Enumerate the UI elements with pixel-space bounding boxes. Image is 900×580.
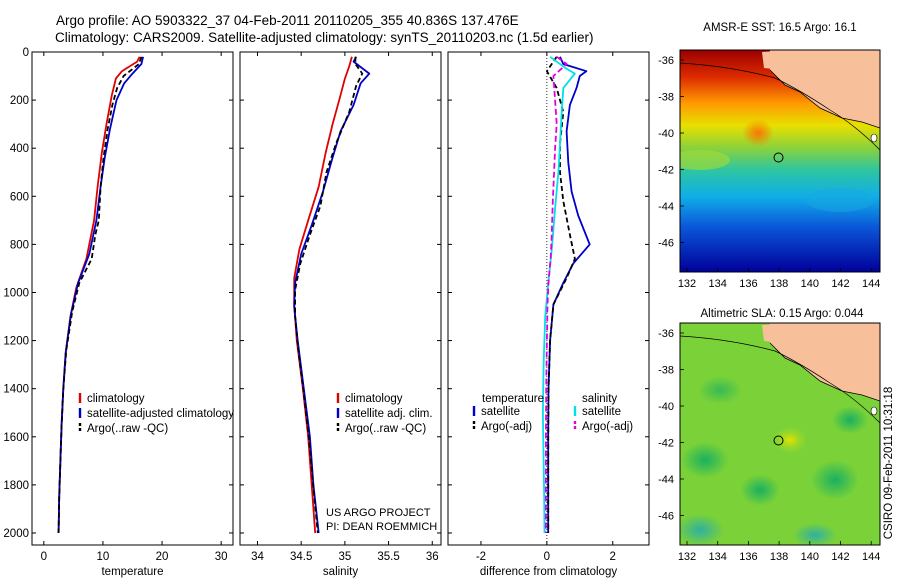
sst-lon-label: 138 bbox=[770, 278, 788, 290]
sst-lat-label: -40 bbox=[658, 128, 674, 140]
salinity-series-argo-raw-qc- bbox=[294, 56, 364, 534]
salinity-xtick-label: 36 bbox=[426, 551, 439, 563]
figure-title-line-2: Climatology: CARS2009. Satellite-adjuste… bbox=[55, 30, 594, 45]
sla-lon-label: 144 bbox=[862, 551, 880, 563]
sla-gulf-land bbox=[762, 323, 792, 343]
difference-legend-label: Argo(-adj) bbox=[481, 421, 532, 433]
sla-lon-label: 142 bbox=[831, 551, 849, 563]
difference-xtick-label: 2 bbox=[610, 551, 616, 563]
sst-lon-label: 142 bbox=[831, 278, 849, 290]
sla-land-mask bbox=[770, 323, 880, 401]
temperature-legend-label: Argo(..raw -QC) bbox=[87, 423, 168, 435]
depth-tick-label: 600 bbox=[10, 191, 29, 203]
salinity-chart: 34 34.5 35 35.5 36 salinity climatology satelli… bbox=[239, 51, 442, 578]
temperature-xlabel: temperature bbox=[101, 566, 163, 578]
sst-lon-label: 136 bbox=[739, 278, 757, 290]
sla-lat-label: -44 bbox=[658, 474, 674, 486]
depth-tick-label: 1400 bbox=[3, 384, 29, 396]
salinity-legend-label: Argo(..raw -QC) bbox=[345, 423, 426, 435]
sla-lon-label: 138 bbox=[770, 551, 788, 563]
depth-tick-label: 0 bbox=[23, 47, 29, 59]
salinity-legend-label: satellite adj. clim. bbox=[345, 408, 433, 420]
temperature-xtick-label: 20 bbox=[156, 551, 169, 563]
sst-map-title: AMSR-E SST: 16.5 Argo: 16.1 bbox=[703, 22, 856, 34]
sla-lon-label: 136 bbox=[739, 551, 757, 563]
project-annotation-line: US ARGO PROJECT bbox=[326, 507, 431, 519]
salinity-plot-area bbox=[239, 51, 442, 546]
sst-lon-label: 132 bbox=[678, 278, 696, 290]
sla-lat-label: -36 bbox=[658, 328, 674, 340]
temperature-series-argo-raw-qc- bbox=[57, 56, 143, 534]
salinity-xtick-label: 34.5 bbox=[290, 551, 312, 563]
sst-lat-label: -42 bbox=[658, 165, 674, 177]
temperature-series-satellite-adjusted-climatology bbox=[57, 56, 144, 534]
difference-series-salinity-satellite bbox=[542, 56, 576, 534]
depth-tick-label: 1800 bbox=[3, 480, 29, 492]
depth-tick-label: 800 bbox=[10, 239, 29, 251]
sla-lon-label: 132 bbox=[678, 551, 696, 563]
temperature-chart: 0 10 20 30 temperature 0 200 400 600 800 1000 1200 1… bbox=[3, 47, 234, 578]
difference-chart: -2 0 2 difference from climatology temperatu… bbox=[447, 51, 650, 578]
sla-lat-label: -38 bbox=[658, 365, 674, 377]
difference-xtick-label: -2 bbox=[476, 551, 486, 563]
sst-lon-label: 134 bbox=[709, 278, 727, 290]
difference-legend-label: satellite bbox=[582, 406, 621, 418]
salinity-xtick-label: 35.5 bbox=[377, 551, 399, 563]
csiro-credit-label: CSIRO 09-Feb-2011 10:31:18 bbox=[883, 387, 895, 540]
difference-legend-header-temperature: temperature bbox=[482, 393, 544, 405]
salinity-xtick-label: 34 bbox=[251, 551, 264, 563]
temperature-legend-label: climatology bbox=[87, 393, 145, 405]
figure-title-line-1: Argo profile: AO 5903322_37 04-Feb-2011 … bbox=[56, 13, 519, 28]
temperature-plot-area bbox=[31, 51, 234, 546]
sst-lat-label: -36 bbox=[658, 55, 674, 67]
sla-argo-position-marker bbox=[773, 435, 784, 446]
difference-xlabel: difference from climatology bbox=[480, 566, 617, 578]
sst-lon-label: 144 bbox=[862, 278, 880, 290]
sst-lon-label: 140 bbox=[801, 278, 819, 290]
sst-lat-label: -38 bbox=[658, 92, 674, 104]
sla-lon-label: 134 bbox=[709, 551, 727, 563]
sla-map-title: Altimetric SLA: 0.15 Argo: 0.044 bbox=[700, 308, 864, 320]
depth-tick-label: 200 bbox=[10, 95, 29, 107]
salinity-legend-label: climatology bbox=[345, 393, 403, 405]
sla-lat-label: -46 bbox=[658, 511, 674, 523]
depth-tick-label: 1600 bbox=[3, 432, 29, 444]
difference-legend-label: Argo(-adj) bbox=[582, 421, 633, 433]
sla-lat-label: -40 bbox=[658, 401, 674, 413]
temperature-xtick-label: 10 bbox=[97, 551, 110, 563]
temperature-xtick-label: 0 bbox=[41, 551, 47, 563]
difference-series-salinity-argo-adj- bbox=[545, 56, 568, 533]
sst-lat-label: -44 bbox=[658, 201, 674, 213]
project-annotation-line: PI: DEAN ROEMMICH bbox=[326, 521, 437, 533]
temperature-legend-label: satellite-adjusted climatology bbox=[87, 408, 234, 420]
depth-tick-label: 1200 bbox=[3, 336, 29, 348]
depth-tick-label: 2000 bbox=[3, 528, 29, 540]
sst-argo-position-marker bbox=[773, 152, 784, 163]
sst-lat-label: -46 bbox=[658, 238, 674, 250]
difference-legend-label: satellite bbox=[481, 406, 520, 418]
depth-tick-label: 400 bbox=[10, 143, 29, 155]
salinity-xlabel: salinity bbox=[323, 566, 358, 578]
sst-land-mask bbox=[770, 50, 880, 128]
sla-lon-label: 140 bbox=[801, 551, 819, 563]
temperature-xtick-label: 30 bbox=[215, 551, 228, 563]
sla-lat-label: -42 bbox=[658, 438, 674, 450]
difference-series-temperature-argo-adj- bbox=[546, 56, 576, 533]
depth-tick-label: 1000 bbox=[3, 287, 29, 299]
difference-xtick-label: 0 bbox=[544, 551, 550, 563]
difference-legend-header-salinity: salinity bbox=[582, 393, 617, 405]
sst-gulf-land bbox=[762, 50, 792, 70]
salinity-xtick-label: 35 bbox=[338, 551, 351, 563]
